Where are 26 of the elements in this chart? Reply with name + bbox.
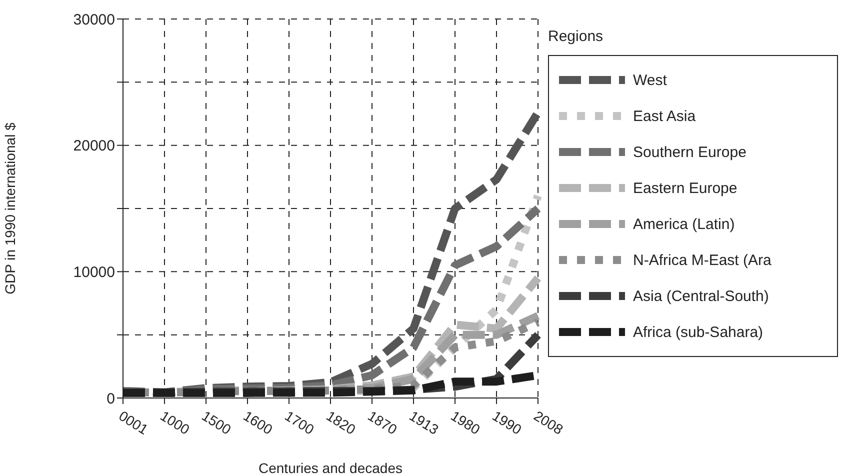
x-tick-label: 1913 [406, 407, 442, 438]
y-tick-label: 20000 [73, 138, 115, 155]
legend-label: America (Latin) [633, 216, 735, 232]
y-axis-title: GDP in 1990 international $ [2, 122, 18, 294]
x-tick-label: 2008 [531, 407, 566, 438]
x-tick-label: 1980 [448, 407, 484, 438]
legend-label: Southern Europe [633, 144, 746, 160]
y-tick-label: 0 [106, 390, 115, 408]
y-tick-label: 10000 [73, 264, 115, 281]
legend-label: West [633, 72, 667, 88]
y-tick-label: 30000 [73, 11, 115, 28]
x-tick-label: 1700 [282, 407, 318, 438]
legend-title: Regions [548, 28, 604, 45]
x-tick-label: 1820 [324, 407, 359, 438]
legend-label: Eastern Europe [633, 180, 738, 196]
x-tick-label: 1990 [490, 407, 525, 438]
legend-label: East Asia [633, 108, 696, 124]
x-tick-label: 1000 [158, 407, 193, 438]
legend-label: Africa (sub-Sahara) [633, 324, 764, 340]
legend-label: N-Africa M-East (Ara [633, 252, 772, 268]
legend-label: Asia (Central-South) [633, 288, 769, 304]
x-axis-title: Centuries and decades [258, 460, 402, 475]
x-tick-label: 1500 [199, 407, 234, 438]
x-tick-label: 1600 [240, 407, 276, 438]
x-tick-label: 0001 [116, 407, 152, 438]
x-tick-label: 1870 [365, 407, 400, 438]
